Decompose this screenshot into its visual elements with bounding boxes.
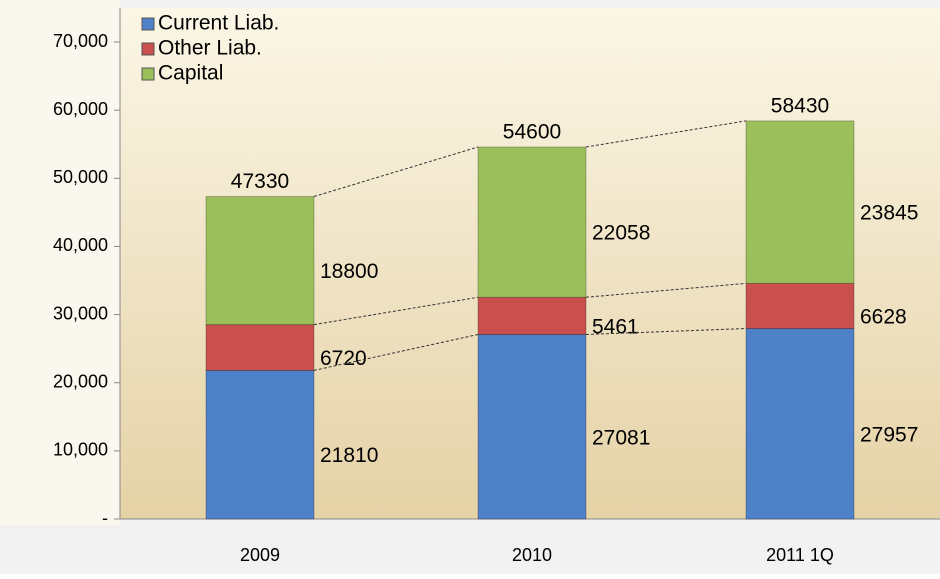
data-label: 22058	[592, 222, 650, 245]
legend-swatch	[141, 17, 155, 31]
legend-label: Capital	[158, 62, 223, 85]
data-label: 6628	[860, 305, 907, 328]
total-label: 47330	[231, 170, 289, 193]
data-label: 27957	[860, 423, 918, 446]
y-tick-label: 20,000	[53, 371, 108, 391]
data-label: 23845	[860, 202, 918, 225]
legend-swatch	[141, 67, 155, 81]
connector	[585, 328, 747, 335]
bar-segment	[745, 282, 855, 330]
data-label: 27081	[592, 426, 650, 449]
y-tick-label: -	[102, 508, 108, 528]
bar-segment	[477, 333, 587, 520]
y-tick-label: 60,000	[53, 99, 108, 119]
connector	[585, 282, 747, 298]
legend-label: Other Liab.	[158, 37, 262, 60]
y-tick-label: 10,000	[53, 440, 108, 460]
data-label: 6720	[320, 347, 367, 370]
total-label: 58430	[771, 94, 829, 117]
bar-segment	[205, 196, 315, 326]
bar-segment	[745, 328, 855, 520]
data-label: 18800	[320, 260, 378, 283]
y-tick-label: 40,000	[53, 235, 108, 255]
bar-segment	[205, 324, 315, 371]
connector	[313, 296, 479, 326]
x-tick-label: 2009	[240, 545, 280, 565]
bar-segment	[205, 369, 315, 520]
connector	[313, 146, 479, 198]
bar-segment	[745, 120, 855, 284]
y-tick-label: 30,000	[53, 303, 108, 323]
x-tick-label: 2011 1Q	[766, 545, 834, 565]
legend-swatch	[141, 42, 155, 56]
data-label: 21810	[320, 444, 378, 467]
x-tick-label: 2010	[512, 545, 552, 565]
bar-segment	[477, 296, 587, 335]
y-tick-label: 50,000	[53, 167, 108, 187]
connector	[585, 120, 747, 148]
bar-segment	[477, 146, 587, 298]
y-tick-label: 70,000	[53, 31, 108, 51]
connector	[313, 333, 479, 371]
data-label: 5461	[592, 315, 639, 338]
total-label: 54600	[503, 121, 561, 144]
legend-label: Current Liab.	[158, 12, 279, 35]
axis-panel	[0, 0, 120, 525]
